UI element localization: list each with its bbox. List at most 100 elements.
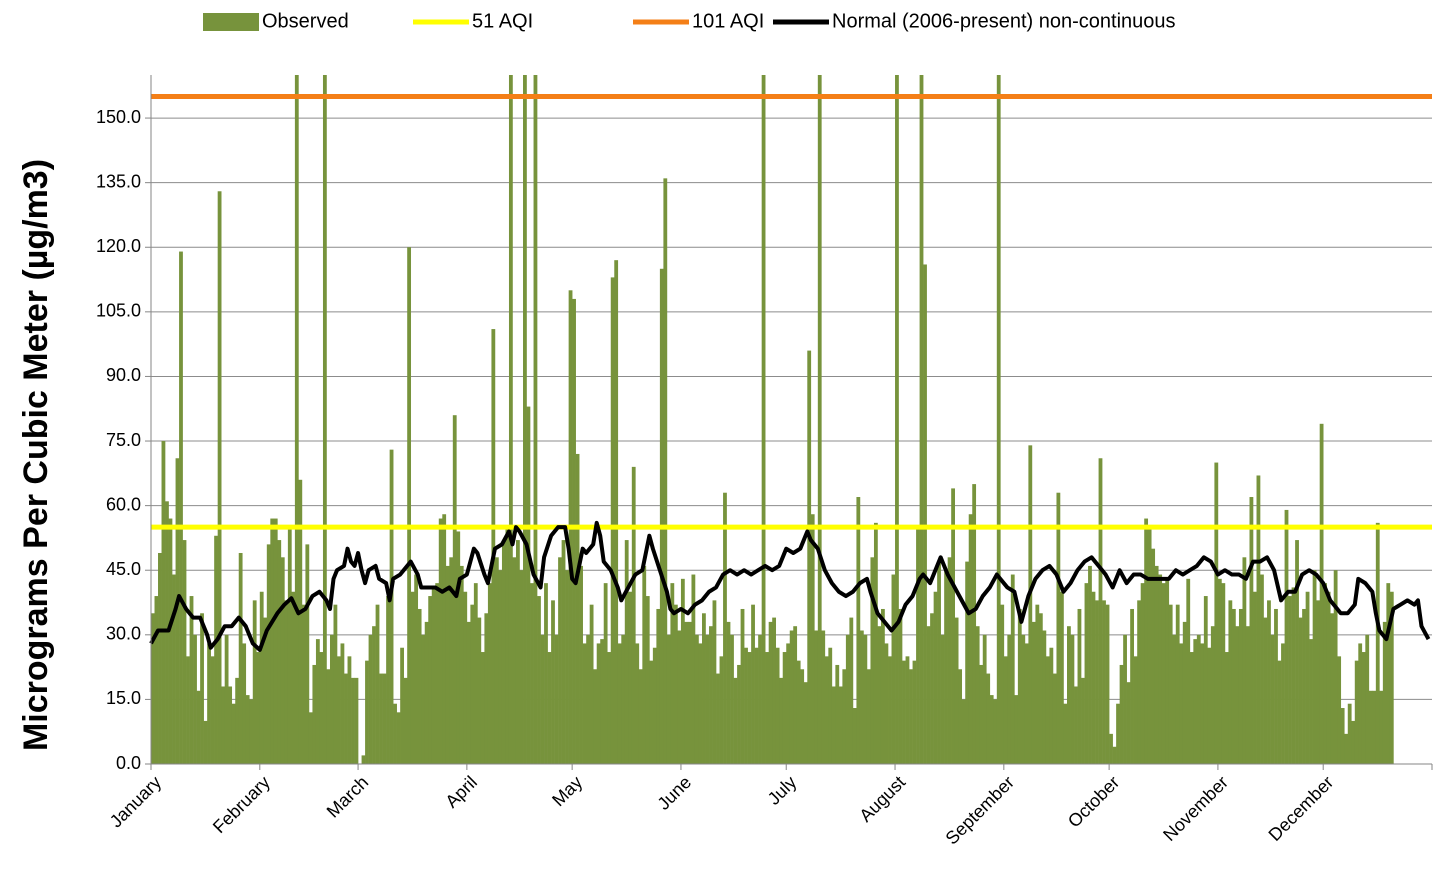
bar xyxy=(1263,617,1268,764)
bar xyxy=(723,492,727,764)
bar xyxy=(1309,639,1313,764)
bar xyxy=(523,75,527,764)
bar xyxy=(659,268,664,764)
bar xyxy=(217,191,222,765)
bar xyxy=(582,643,587,764)
bar xyxy=(1154,565,1159,764)
bar xyxy=(624,540,629,764)
bar xyxy=(396,712,401,764)
bar xyxy=(337,656,341,764)
y-tick-label: 150.0 xyxy=(96,107,141,127)
bar xyxy=(610,277,615,764)
bar xyxy=(698,643,703,764)
bar xyxy=(747,652,752,764)
bar xyxy=(1298,617,1303,764)
x-tick-label: July xyxy=(764,772,801,809)
bar xyxy=(1281,643,1285,764)
x-tick-label: October xyxy=(1064,772,1123,831)
bar xyxy=(838,686,843,764)
bar xyxy=(1277,660,1282,764)
bar xyxy=(1042,630,1047,764)
grid xyxy=(151,117,1432,765)
bar xyxy=(301,604,306,764)
bar xyxy=(270,518,275,764)
bar xyxy=(1260,574,1264,764)
bar xyxy=(249,699,254,764)
bar xyxy=(1231,608,1236,764)
bar xyxy=(298,479,303,764)
bar xyxy=(968,514,973,764)
bar xyxy=(308,712,313,764)
bar xyxy=(1028,445,1033,764)
bar xyxy=(1312,570,1317,764)
bar xyxy=(494,557,499,764)
bar xyxy=(831,686,836,764)
bar xyxy=(803,682,808,764)
bar xyxy=(1021,634,1026,764)
bar xyxy=(737,664,741,764)
bar xyxy=(379,673,383,764)
bar xyxy=(203,720,208,764)
bar xyxy=(1070,634,1075,764)
bar xyxy=(730,634,734,764)
bar xyxy=(694,634,699,764)
bar xyxy=(1105,604,1110,764)
bar xyxy=(670,583,675,764)
bar xyxy=(1088,565,1092,764)
bar xyxy=(354,677,359,764)
bar xyxy=(631,466,636,764)
bar xyxy=(1165,578,1170,764)
bar xyxy=(333,604,338,764)
bar xyxy=(691,574,696,764)
bar xyxy=(1249,497,1254,764)
bar xyxy=(779,677,784,764)
bar xyxy=(979,664,984,764)
y-tick-label: 120.0 xyxy=(96,236,141,256)
x-tick-label: March xyxy=(323,772,373,822)
bar xyxy=(554,634,559,764)
bar xyxy=(607,652,612,764)
bar xyxy=(1344,733,1349,764)
bar xyxy=(196,690,201,764)
x-tick-label: June xyxy=(653,772,695,814)
bar xyxy=(944,570,948,764)
bar xyxy=(958,669,963,764)
bar xyxy=(347,656,352,764)
bar xyxy=(1158,574,1163,764)
bar xyxy=(175,458,180,764)
bar xyxy=(512,557,517,764)
legend-label: 101 AQI xyxy=(692,10,764,32)
bar xyxy=(389,449,394,764)
bar xyxy=(540,634,545,764)
bar xyxy=(1288,596,1292,764)
bar xyxy=(817,75,822,764)
bar xyxy=(515,540,520,764)
bar xyxy=(1147,527,1152,764)
bar xyxy=(1267,600,1271,764)
bar xyxy=(1316,600,1320,764)
bar xyxy=(1000,604,1005,764)
bar xyxy=(158,552,162,764)
bar xyxy=(789,630,794,764)
bar xyxy=(501,540,506,764)
bar xyxy=(930,613,934,764)
bar xyxy=(986,673,991,764)
bar xyxy=(1151,548,1156,764)
bar xyxy=(1175,604,1180,764)
bar xyxy=(926,626,931,764)
bar xyxy=(772,617,777,764)
bar xyxy=(382,673,387,764)
bar xyxy=(796,660,801,764)
bar xyxy=(266,544,271,764)
bar xyxy=(284,600,289,764)
bar xyxy=(280,557,285,764)
bar xyxy=(435,583,440,764)
bar xyxy=(1358,643,1363,764)
bar xyxy=(1063,703,1068,764)
bar xyxy=(1116,703,1120,764)
bar xyxy=(1245,626,1250,764)
bar xyxy=(810,514,815,764)
bar xyxy=(828,647,833,764)
legend-swatch xyxy=(203,13,259,31)
